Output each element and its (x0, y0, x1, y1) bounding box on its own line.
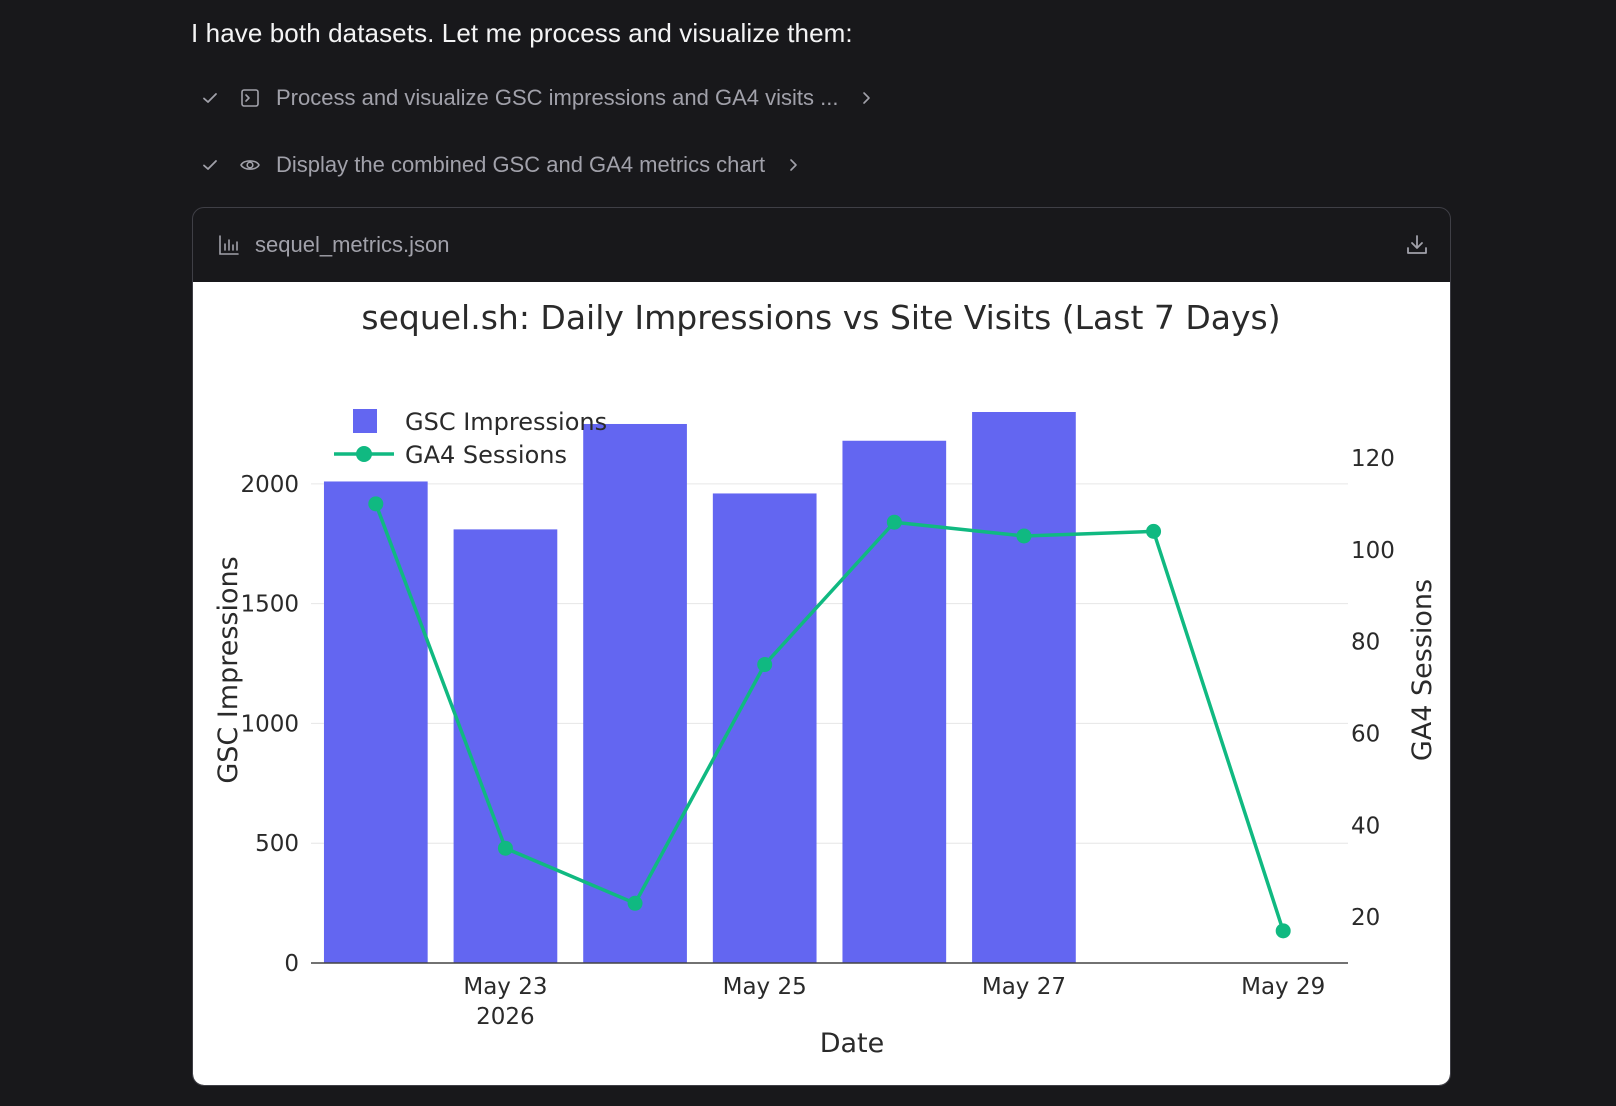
sessions-point (627, 895, 643, 911)
y2-axis-title: GA4 Sessions (1407, 579, 1438, 761)
check-icon (198, 153, 222, 177)
bar-impressions (583, 423, 687, 963)
assistant-message: I have both datasets. Let me process and… (191, 18, 853, 48)
sessions-point (757, 657, 773, 673)
sessions-line (374, 503, 1285, 932)
sessions-point (886, 514, 902, 530)
legend-swatch-sessions-marker (356, 446, 372, 462)
download-icon[interactable] (1404, 232, 1430, 258)
y2-tick-label: 60 (1351, 721, 1380, 747)
x-tick-label: May 29 (1241, 974, 1325, 1000)
y2-tick-label: 80 (1351, 630, 1380, 656)
x-tick-sublabel: 2026 (476, 1004, 535, 1030)
artifact-filename: sequel_metrics.json (255, 232, 450, 257)
bar-impressions (323, 481, 428, 963)
tool-step-process[interactable]: Process and visualize GSC impressions an… (198, 82, 878, 114)
sessions-point (497, 840, 513, 856)
legend-swatch-impressions (353, 409, 377, 433)
x-tick-label: May 23 (463, 974, 547, 1000)
check-icon (198, 86, 222, 110)
sessions-point (368, 496, 384, 512)
y-tick-label: 2000 (240, 472, 299, 498)
x-axis-title: Date (820, 1028, 885, 1059)
sessions-point (1016, 528, 1032, 544)
y-tick-label: 1000 (240, 711, 299, 737)
eye-icon (238, 153, 262, 177)
artifact-card: sequel_metrics.json sequel.sh: Daily Imp… (192, 207, 1451, 1086)
sessions-point (1146, 523, 1162, 539)
chart-legend: GSC Impressions GA4 Sessions (334, 408, 607, 469)
tool-step-label: Process and visualize GSC impressions an… (276, 85, 839, 110)
legend-label-sessions: GA4 Sessions (405, 441, 567, 469)
combo-chart: sequel.sh: Daily Impressions vs Site Vis… (213, 298, 1438, 1059)
x-tick-label: May 27 (982, 974, 1066, 1000)
chevron-right-icon[interactable] (781, 153, 805, 177)
tool-step-display[interactable]: Display the combined GSC and GA4 metrics… (198, 149, 805, 181)
chevron-right-icon[interactable] (854, 86, 878, 110)
bar-chart-icon (217, 233, 241, 257)
chart-title: sequel.sh: Daily Impressions vs Site Vis… (361, 298, 1280, 337)
y-tick-label: 500 (255, 831, 299, 857)
sessions-point (1275, 923, 1291, 939)
y-tick-label: 0 (284, 951, 299, 977)
y-axis-title: GSC Impressions (213, 556, 244, 783)
legend-label-impressions: GSC Impressions (405, 408, 607, 436)
bar-impressions (972, 412, 1076, 963)
artifact-header: sequel_metrics.json (193, 208, 1450, 282)
y-tick-label: 1500 (240, 592, 299, 618)
bar-impressions (453, 529, 558, 963)
x-tick-label: May 25 (723, 974, 807, 1000)
y2-tick-label: 20 (1351, 905, 1380, 931)
terminal-icon (238, 86, 262, 110)
tool-step-label: Display the combined GSC and GA4 metrics… (276, 152, 766, 177)
y2-tick-label: 100 (1351, 538, 1395, 564)
y2-tick-label: 40 (1351, 813, 1380, 839)
y2-tick-label: 120 (1351, 446, 1395, 472)
chart-area: sequel.sh: Daily Impressions vs Site Vis… (193, 282, 1450, 1085)
